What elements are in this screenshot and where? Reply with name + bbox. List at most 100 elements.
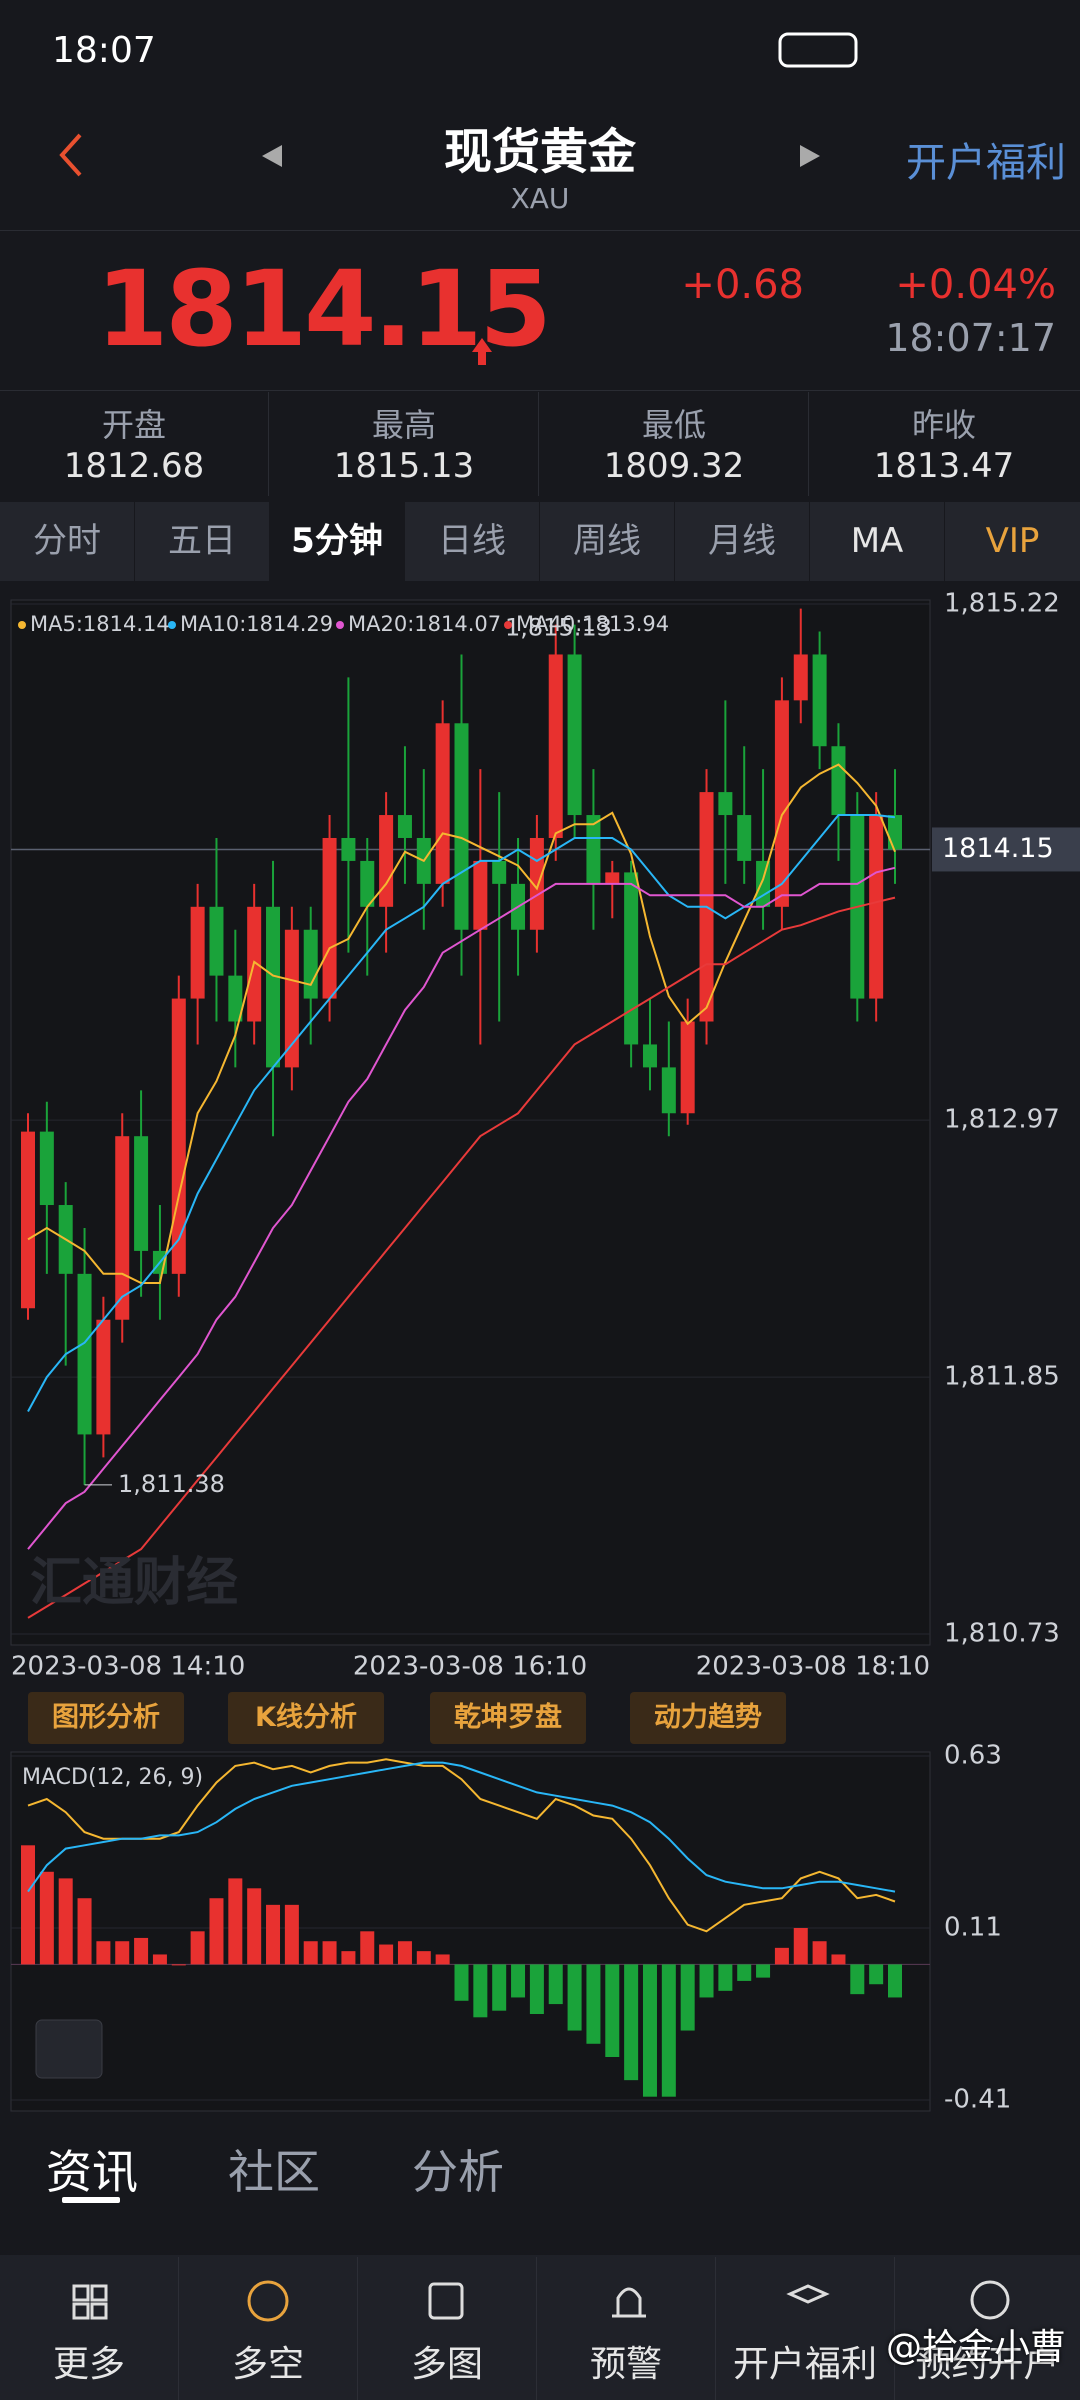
y-tick-label: 0.11 — [944, 1913, 1002, 1943]
candle-body — [661, 1067, 676, 1114]
nav-icons — [72, 2280, 1010, 2322]
period-tab-active[interactable]: 5分钟 — [270, 502, 405, 581]
macd-bar — [888, 1964, 902, 1998]
macd-bar — [171, 1964, 186, 1966]
ma-line — [27, 866, 896, 1550]
nav-item[interactable]: 预约开户 — [895, 2257, 1080, 2400]
macd-bar — [529, 1964, 544, 2014]
tool-button[interactable]: 图形分析 — [28, 1692, 184, 1744]
content-tab-active[interactable]: 资讯 — [46, 2145, 138, 2199]
content-tab[interactable]: 社区 — [228, 2145, 320, 2199]
candle-body — [529, 837, 544, 930]
period-tab[interactable]: 分时 — [0, 502, 135, 581]
macd-bar — [680, 1964, 695, 2031]
legend-dot — [336, 621, 344, 629]
high-annotation: 1,815.13 — [505, 614, 612, 642]
candle-body — [303, 929, 318, 999]
candle-body — [793, 654, 808, 701]
overlay-credit: @拾金小曹 — [885, 2327, 1066, 2368]
legend-label: MA40:1813.94 — [516, 612, 669, 636]
macd-bar — [58, 1878, 73, 1965]
macd-bar — [661, 1964, 676, 2097]
quote-time: 18:07:17 — [885, 316, 1056, 360]
subtitle: XAU — [510, 182, 570, 215]
period-tab[interactable]: 五日 — [135, 502, 270, 581]
tool-button[interactable]: 乾坤罗盘 — [430, 1692, 586, 1744]
candle-body — [567, 654, 582, 816]
candle-body — [718, 792, 733, 816]
macd-bar — [793, 1928, 808, 1965]
divider — [0, 390, 1080, 391]
candle-body — [642, 1044, 657, 1068]
macd-bar — [397, 1941, 412, 1965]
low-annotation: 1,811.38 — [118, 1470, 225, 1498]
period-tab[interactable]: VIP — [945, 502, 1080, 581]
stat-value: 1809.32 — [603, 446, 745, 486]
period-tab[interactable]: 月线 — [675, 502, 810, 581]
nav-item[interactable]: 多空 — [179, 2257, 358, 2400]
stat: 开盘 1812.68 — [0, 392, 269, 496]
nav-label: 更多 — [52, 2344, 125, 2385]
tool-button[interactable]: K线分析 — [228, 1692, 384, 1744]
next-icon[interactable] — [800, 145, 820, 167]
y-tick-label: 1,810.73 — [944, 1619, 1060, 1649]
macd-bar — [152, 1954, 167, 1965]
macd-bar — [21, 1845, 35, 1965]
macd-bar — [737, 1964, 752, 1981]
macd-bar — [624, 1964, 639, 2081]
prev-icon[interactable] — [262, 145, 282, 167]
candle-body — [397, 815, 412, 838]
watermark: 汇通财经 — [30, 1553, 239, 1613]
candle-body — [774, 700, 789, 907]
legend-dot — [168, 621, 176, 629]
tool-button[interactable]: 动力趋势 — [630, 1692, 786, 1744]
macd-bar — [190, 1931, 205, 1965]
macd-bar — [774, 1947, 789, 1965]
y-tick-label: 1,815.22 — [944, 589, 1060, 619]
nav-label: 预约开户 — [915, 2344, 1060, 2385]
period-tab[interactable]: 周线 — [540, 502, 675, 581]
stat: 最低 1809.32 — [540, 392, 809, 496]
candle-body — [209, 906, 224, 976]
nav-item[interactable]: 更多 — [0, 2257, 179, 2400]
back-icon[interactable] — [59, 133, 82, 177]
rotate-icon[interactable] — [35, 2019, 103, 2079]
candle-body — [21, 1131, 35, 1309]
nav-item[interactable]: 多图 — [358, 2257, 537, 2400]
macd-bar — [134, 1937, 149, 1965]
content-tab[interactable]: 分析 — [412, 2145, 504, 2199]
up-arrow — [472, 338, 492, 365]
title: 现货黄金 — [443, 124, 636, 180]
stat-value: 1812.68 — [63, 446, 205, 486]
period-tab[interactable]: 日线 — [405, 502, 540, 581]
macd-bar — [115, 1941, 130, 1965]
y-tick-label: 1,812.97 — [944, 1105, 1060, 1135]
open-account[interactable]: 开户福利 — [906, 140, 1066, 186]
macd-bar — [322, 1941, 337, 1965]
legend-label: MA5:1814.14 — [30, 612, 170, 636]
macd-bar — [303, 1941, 318, 1965]
period-tab[interactable]: MA — [810, 502, 945, 581]
macd-bar — [77, 1898, 92, 1965]
candle-body — [548, 654, 563, 838]
ma-line — [27, 896, 896, 1619]
candle-body — [39, 1131, 54, 1206]
candle-body — [96, 1319, 111, 1435]
macd-bar — [266, 1904, 281, 1965]
macd-line — [27, 1758, 896, 1933]
macd-bar — [642, 1964, 657, 2097]
macd-bar — [416, 1951, 431, 1965]
nav-item[interactable]: 预警 — [537, 2257, 716, 2400]
candle-body — [341, 837, 356, 861]
divider — [0, 230, 1080, 231]
macd-bar — [718, 1964, 733, 1991]
stat: 最高 1815.13 — [270, 392, 539, 496]
nav-item[interactable]: 开户福利 — [716, 2257, 895, 2400]
macd-bar — [96, 1941, 111, 1965]
stat-value: 1815.13 — [333, 446, 475, 486]
macd-panel — [10, 1751, 931, 2112]
macd-bar — [39, 1871, 54, 1965]
price: 1814.15 — [96, 248, 552, 370]
